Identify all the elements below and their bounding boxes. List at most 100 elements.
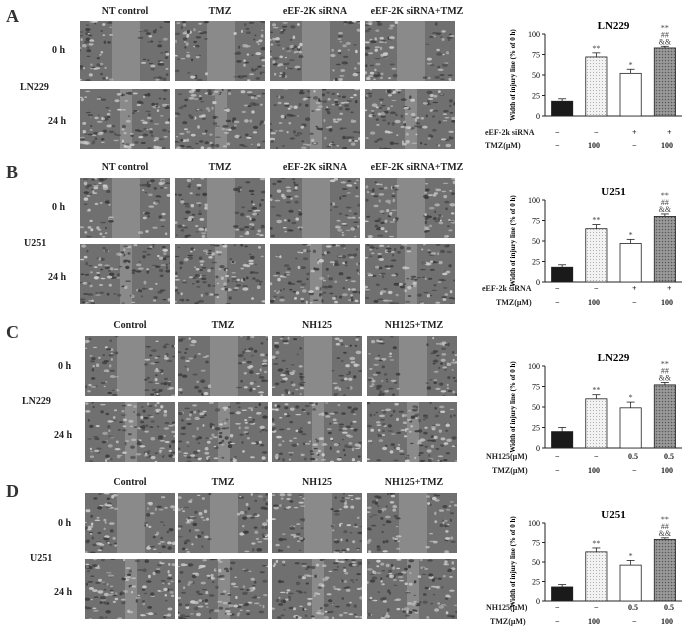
condition-value: − [555, 617, 560, 626]
micrograph [272, 402, 362, 462]
y-tick-label: 0 [536, 597, 540, 606]
bar [585, 551, 608, 602]
condition-value: + [632, 284, 637, 293]
y-tick-label: 50 [532, 237, 540, 246]
column-header: TMZ [211, 320, 235, 331]
y-axis-label: Width of injury line (% of 0 h) [509, 361, 517, 453]
significance-label: ## [661, 198, 669, 207]
panel-c: C Control TMZ NH125 NH125+TMZ 0 h LN229 … [0, 318, 700, 478]
condition-value: − [555, 141, 560, 150]
condition-value: − [594, 603, 599, 612]
micrograph [367, 559, 457, 619]
significance-label: * [629, 393, 633, 402]
y-tick-label: 0 [536, 112, 540, 121]
micrograph [365, 178, 455, 238]
row-label: 0 h [58, 518, 72, 529]
column-header: eEF-2K siRNA [282, 162, 348, 173]
row-label: 0 h [52, 45, 66, 56]
column-header: TMZ [208, 6, 232, 17]
significance-label: ** [592, 386, 600, 395]
condition-label: TMZ(μM) [490, 617, 526, 626]
bar [619, 407, 642, 449]
column-header: Control [113, 477, 147, 488]
condition-value: − [555, 128, 560, 137]
condition-value: 0.5 [628, 603, 638, 612]
column-header: NH125 [302, 477, 332, 488]
y-tick-label: 75 [532, 217, 540, 226]
condition-value: − [555, 452, 560, 461]
y-tick-label: 100 [528, 519, 540, 528]
condition-value: − [555, 298, 560, 307]
significance-label: ** [661, 23, 669, 32]
chart-title: U251 [601, 509, 625, 521]
micrograph [367, 402, 457, 462]
y-tick-label: 75 [532, 539, 540, 548]
chart-title: LN229 [598, 352, 630, 364]
bar-chart: LN229 Width of injury line (% of 0 h) 0 25 5… [490, 352, 690, 453]
condition-label: NH125(μM) [486, 603, 528, 612]
bar [551, 100, 574, 117]
micrograph [85, 493, 175, 553]
y-tick-label: 50 [532, 403, 540, 412]
condition-label: TMZ(μM) [492, 466, 528, 475]
condition-value: − [632, 298, 637, 307]
micrograph [175, 244, 265, 304]
y-tick-label: 100 [528, 362, 540, 371]
micrograph [367, 336, 457, 396]
y-tick-label: 25 [532, 424, 540, 433]
micrograph [80, 244, 170, 304]
significance-label: && [659, 373, 672, 382]
column-header: NT control [101, 6, 149, 17]
condition-label: NH125(μM) [486, 452, 528, 461]
micrograph [85, 402, 175, 462]
micrograph [272, 336, 362, 396]
condition-value: 100 [588, 298, 600, 307]
significance-label: ** [592, 539, 600, 548]
micrograph [367, 493, 457, 553]
bar-chart-svg: LN229 Width of injury line (% of 0 h) 0 25 5… [509, 352, 682, 453]
column-header: NH125 [302, 320, 332, 331]
condition-value: + [632, 128, 637, 137]
condition-value: + [667, 284, 672, 293]
significance-label: ** [661, 191, 669, 200]
significance-label: * [629, 230, 633, 239]
significance-label: * [629, 60, 633, 69]
y-tick-label: 50 [532, 558, 540, 567]
significance-label: ** [592, 216, 600, 225]
condition-value: − [555, 466, 560, 475]
row-label: 24 h [48, 116, 67, 127]
row-label: 24 h [54, 587, 73, 598]
micrograph [272, 559, 362, 619]
panel-d: D Control TMZ NH125 NH125+TMZ 0 h U251 2… [0, 475, 700, 633]
column-header: eEF-2K siRNA+TMZ [370, 6, 464, 17]
column-header: NT control [101, 162, 149, 173]
bar [619, 243, 642, 283]
condition-value: 100 [588, 466, 600, 475]
condition-value: 0.5 [664, 452, 674, 461]
row-label: 0 h [58, 361, 72, 372]
condition-value: 0.5 [664, 603, 674, 612]
condition-value: − [555, 603, 560, 612]
condition-label: eEF-2k siRNA [482, 284, 532, 293]
panel-letter: B [6, 162, 19, 182]
micrograph [365, 244, 455, 304]
y-axis-label: Width of injury line (% of 0 h) [509, 29, 517, 121]
y-tick-label: 75 [532, 51, 540, 60]
chart-title: LN229 [598, 20, 630, 32]
condition-value: − [594, 284, 599, 293]
bar [653, 538, 676, 602]
condition-value: 100 [661, 298, 673, 307]
condition-value: − [632, 466, 637, 475]
condition-value: − [632, 617, 637, 626]
bar-chart: U251 Width of injury line (% of 0 h) 0 25 50… [490, 186, 690, 287]
significance-label: && [659, 37, 672, 46]
cell-line-label: U251 [24, 238, 47, 249]
panel-letter: C [6, 322, 19, 342]
bar-chart-svg: LN229 Width of injury line (% of 0 h) 0 25 5… [509, 20, 682, 121]
y-tick-label: 25 [532, 258, 540, 267]
micrograph [178, 402, 268, 462]
y-tick-label: 100 [528, 30, 540, 39]
bar [551, 266, 574, 283]
y-tick-label: 50 [532, 71, 540, 80]
y-tick-label: 25 [532, 578, 540, 587]
